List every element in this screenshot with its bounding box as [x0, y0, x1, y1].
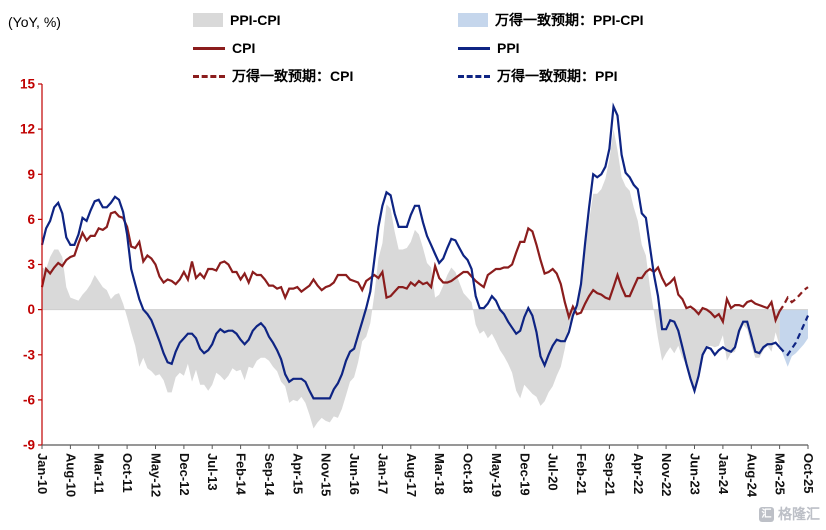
- y-tick-label: 6: [27, 212, 35, 227]
- legend-item: PPI: [458, 40, 644, 56]
- legend-label: 万得一致预期：PPI-CPI: [495, 12, 644, 28]
- x-tick-label: Feb-21: [574, 453, 589, 495]
- x-tick-label: Feb-14: [234, 453, 249, 496]
- x-tick-label: Oct-18: [461, 453, 476, 493]
- y-tick-label: -3: [23, 347, 35, 362]
- legend-label: 万得一致预期：PPI: [497, 68, 618, 84]
- x-tick-label: Jan-10: [35, 453, 50, 494]
- legend-item: PPI-CPI: [193, 12, 458, 28]
- x-tick-label: Nov-15: [319, 453, 334, 496]
- cpi-line: [40, 210, 781, 326]
- y-tick-label: 0: [27, 302, 35, 317]
- legend-label: 万得一致预期：CPI: [232, 68, 354, 84]
- x-tick-label: Mar-18: [432, 453, 447, 495]
- x-tick-label: Oct-25: [801, 453, 816, 493]
- x-tick-label: May-19: [489, 453, 504, 497]
- x-tick-label: Mar-11: [92, 453, 107, 494]
- legend-item: 万得一致预期：PPI: [458, 68, 644, 84]
- x-tick-label: Apr-15: [290, 453, 305, 494]
- watermark: 汇 格隆汇: [759, 504, 820, 524]
- y-tick-label: 9: [27, 167, 35, 182]
- x-tick-label: Jun-16: [347, 453, 362, 495]
- cpi-forecast-line: [778, 286, 809, 312]
- y-tick-label: 3: [27, 257, 35, 272]
- ppi-forecast-line: [778, 315, 810, 357]
- y-axis-unit-label: (YoY, %): [8, 14, 61, 30]
- x-tick-label: Jul-13: [205, 453, 220, 491]
- x-tick-label: Aug-10: [63, 453, 78, 497]
- x-tick-label: Mar-25: [773, 453, 788, 495]
- legend-label: PPI-CPI: [230, 12, 281, 28]
- y-tick-label: 12: [20, 122, 35, 137]
- x-tick-label: Aug-17: [404, 453, 419, 497]
- x-tick-label: May-12: [149, 453, 164, 497]
- legend-swatch-area: [458, 13, 488, 27]
- x-tick-label: Sep-14: [262, 453, 277, 496]
- x-tick-label: Jan-24: [716, 453, 731, 495]
- x-tick-label: Apr-22: [631, 453, 646, 494]
- watermark-text: 格隆汇: [778, 506, 820, 522]
- x-tick-label: Jun-23: [688, 453, 703, 495]
- ppi-line: [40, 102, 781, 400]
- legend-item: 万得一致预期：PPI-CPI: [458, 12, 644, 28]
- area-forecast-ppi-minus-cpi: [779, 309, 808, 367]
- legend-item: CPI: [193, 40, 458, 56]
- x-tick-label: Jul-20: [546, 453, 561, 491]
- legend-swatch-area: [193, 13, 223, 27]
- legend: PPI-CPI 万得一致预期：PPI-CPI CPI PPI 万得一致预期：CPI 万得一…: [193, 12, 644, 84]
- legend-item: 万得一致预期：CPI: [193, 68, 458, 84]
- x-tick-label: Jan-17: [375, 453, 390, 494]
- gelonghui-logo-icon: 汇: [759, 506, 774, 522]
- legend-swatch-dashed: [193, 74, 225, 78]
- x-tick-label: Sep-21: [602, 453, 617, 496]
- x-tick-label: Nov-22: [659, 453, 674, 496]
- legend-swatch-line: [458, 46, 490, 50]
- y-tick-label: 15: [20, 77, 36, 92]
- x-tick-label: Dec-12: [177, 453, 192, 496]
- x-tick-label: Aug-24: [744, 453, 759, 498]
- legend-swatch-line: [193, 46, 225, 50]
- x-tick-label: Oct-11: [120, 453, 135, 493]
- y-tick-label: -9: [23, 438, 35, 453]
- area-ppi-minus-cpi: [42, 129, 780, 429]
- x-tick-label: Dec-19: [517, 453, 532, 496]
- legend-label: PPI: [497, 40, 520, 56]
- y-tick-label: -6: [23, 392, 35, 407]
- legend-swatch-dashed: [458, 74, 490, 78]
- legend-label: CPI: [232, 40, 256, 56]
